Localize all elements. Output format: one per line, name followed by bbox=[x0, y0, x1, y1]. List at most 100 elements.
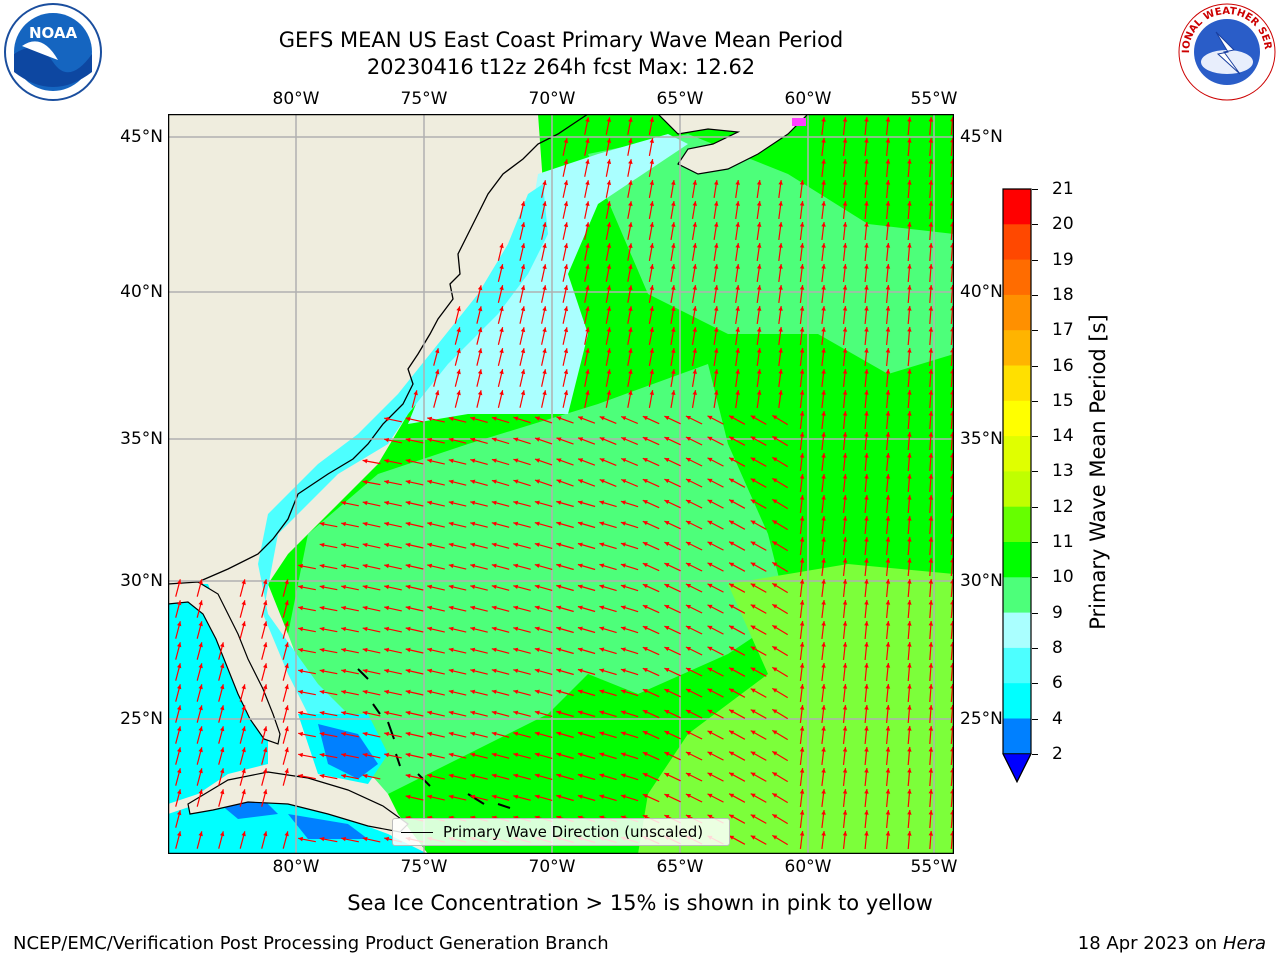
wave-arrow-head bbox=[778, 264, 783, 269]
wave-arrow-head bbox=[198, 705, 203, 711]
wave-arrow-head bbox=[606, 138, 612, 143]
wave-arrow-head bbox=[928, 264, 934, 269]
wave-arrow-head bbox=[642, 626, 648, 631]
wave-arrow-head bbox=[864, 747, 869, 752]
wave-arrow-head bbox=[885, 432, 891, 437]
wave-arrow-head bbox=[599, 647, 605, 652]
wave-arrow-head bbox=[885, 159, 891, 164]
wave-arrow-head bbox=[821, 558, 826, 563]
wave-arrow-head bbox=[405, 626, 411, 632]
wave-arrow-head bbox=[907, 516, 912, 521]
wave-arrow-head bbox=[642, 542, 648, 547]
wave-arrow-head bbox=[928, 705, 934, 710]
wave-arrow-head bbox=[384, 584, 390, 590]
wave-arrow-head bbox=[864, 327, 869, 332]
wave-arrow-head bbox=[842, 768, 848, 773]
lat-tick-left: 35°N bbox=[120, 429, 163, 449]
sea-ice-note: Sea Ice Concentration > 15% is shown in … bbox=[0, 891, 1280, 915]
wave-arrow-head bbox=[642, 668, 648, 673]
colorbar-tick: 11 bbox=[1052, 532, 1074, 552]
wave-arrow-head bbox=[642, 563, 648, 568]
wave-arrow-head bbox=[362, 521, 368, 527]
wave-arrow-head bbox=[513, 584, 519, 589]
wave-arrow-head bbox=[542, 264, 547, 270]
wave-arrow-head bbox=[599, 479, 605, 484]
wave-arrow-head bbox=[885, 642, 891, 647]
wave-arrow-head bbox=[692, 201, 697, 206]
wave-arrow-head bbox=[799, 768, 805, 773]
wave-arrow-head bbox=[577, 521, 583, 526]
wave-arrow-head bbox=[885, 495, 891, 500]
wave-arrow-head bbox=[177, 831, 182, 837]
colorbar-segment bbox=[1003, 647, 1031, 684]
wave-arrow-head bbox=[864, 663, 869, 668]
wave-arrow-head bbox=[535, 479, 540, 484]
wave-arrow-head bbox=[649, 222, 654, 227]
wave-arrow-head bbox=[821, 306, 826, 311]
wave-arrow-head bbox=[220, 831, 225, 837]
wave-arrow-head bbox=[729, 457, 735, 462]
wave-arrow-head bbox=[671, 285, 676, 290]
wave-arrow-head bbox=[427, 521, 433, 527]
wave-arrow-head bbox=[220, 705, 225, 711]
wave-arrow-head bbox=[772, 814, 778, 819]
wave-arrow-head bbox=[427, 752, 433, 758]
wave-arrow-head bbox=[756, 369, 762, 374]
wave-arrow-head bbox=[628, 117, 633, 122]
wave-arrow-head bbox=[556, 521, 562, 526]
wave-arrow-head bbox=[750, 730, 756, 735]
wave-arrow-head bbox=[864, 768, 869, 773]
florida-land bbox=[168, 581, 281, 745]
wave-arrow-head bbox=[448, 626, 454, 632]
wave-arrow-head bbox=[362, 542, 368, 548]
map-legend: Primary Wave Direction (unscaled) bbox=[392, 818, 730, 846]
wave-arrow-head bbox=[778, 201, 783, 206]
wave-arrow-head bbox=[577, 626, 583, 631]
wave-arrow-head bbox=[842, 579, 848, 584]
wave-arrow-head bbox=[799, 663, 805, 668]
wave-arrow-head bbox=[864, 453, 869, 458]
wave-arrow-head bbox=[799, 285, 805, 290]
wave-arrow-head bbox=[427, 584, 433, 590]
wave-arrow-head bbox=[821, 726, 826, 731]
wave-arrow-head bbox=[448, 689, 454, 695]
wave-arrow-head bbox=[448, 647, 454, 653]
wave-arrow-head bbox=[714, 222, 719, 227]
wave-arrow-head bbox=[729, 688, 735, 693]
wave-arrow-head bbox=[319, 689, 325, 695]
wave-arrow-head bbox=[606, 390, 612, 395]
wave-arrow-head bbox=[556, 458, 562, 463]
wave-arrow-head bbox=[620, 668, 626, 673]
wave-arrow-head bbox=[864, 516, 869, 521]
wave-arrow-head bbox=[606, 306, 612, 311]
wave-arrow-head bbox=[606, 348, 612, 353]
wave-arrow-head bbox=[649, 306, 654, 311]
wave-arrow-head bbox=[384, 458, 389, 464]
wave-arrow-head bbox=[729, 478, 735, 483]
wave-arrow-head bbox=[729, 793, 735, 798]
wave-arrow-head bbox=[772, 415, 778, 420]
wave-arrow-head bbox=[907, 348, 912, 353]
wave-arrow-head bbox=[772, 667, 778, 672]
wave-arrow-head bbox=[799, 726, 805, 731]
wave-arrow-head bbox=[542, 285, 547, 291]
wave-arrow-head bbox=[620, 773, 626, 778]
wave-arrow-head bbox=[362, 563, 368, 569]
wave-arrow-head bbox=[642, 794, 648, 799]
wave-arrow-head bbox=[729, 625, 735, 630]
lon-tick-top: 60°W bbox=[784, 89, 832, 109]
wave-arrow-head bbox=[606, 180, 612, 185]
wave-arrow-head bbox=[241, 705, 246, 711]
wave-arrow-head bbox=[756, 180, 762, 185]
lat-tick-right: 35°N bbox=[960, 429, 1003, 449]
wave-arrow-head bbox=[241, 789, 246, 795]
wave-arrow-head bbox=[928, 747, 934, 752]
wave-arrow-head bbox=[585, 390, 590, 395]
wave-arrow-head bbox=[907, 243, 912, 248]
wave-arrow-head bbox=[620, 563, 626, 568]
wave-arrow-head bbox=[577, 794, 583, 799]
wave-arrow-head bbox=[405, 647, 411, 653]
wave-arrow-head bbox=[341, 521, 346, 527]
wave-arrow-head bbox=[298, 836, 303, 842]
wave-arrow-head bbox=[928, 579, 934, 584]
